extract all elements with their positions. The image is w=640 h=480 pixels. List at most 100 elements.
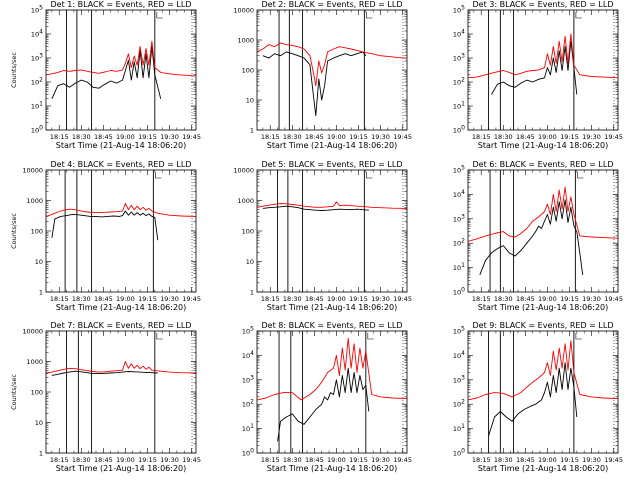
x-axis-label: Start Time (21-Aug-14 18:06:20) [56, 141, 187, 150]
x-tick-label: 18:15 [50, 456, 69, 464]
y-tick-label: 1000 [237, 197, 254, 205]
x-tick-label: 18:15 [50, 133, 69, 141]
x-tick-label: 19:45 [604, 133, 623, 141]
x-tick-label: 18:30 [283, 295, 302, 303]
panel-2: Det 2: BLACK = Events, RED = LLD 1 10 100 10… [233, 0, 412, 150]
series-events-line [488, 362, 578, 437]
series-lld-line [256, 201, 408, 209]
series-events-line [277, 367, 370, 442]
y-tick-label: 10000 [22, 328, 43, 336]
panel-1: Det 1: BLACK = Events, RED = LLD 100 101 10… [10, 0, 201, 150]
x-tick-label: 19:00 [116, 133, 135, 141]
y-tick-label: 105 [31, 5, 43, 15]
x-tick-label: 18:30 [494, 133, 513, 141]
y-tick-label: 100 [453, 448, 465, 458]
y-tick-label: 100 [31, 228, 43, 236]
x-tick-label: 18:30 [494, 295, 513, 303]
series-lld-line [45, 203, 197, 217]
panel-6: Det 6: BLACK = Events, RED = LLD 100 101 10… [453, 160, 623, 312]
x-axis-label: Start Time (21-Aug-14 18:06:20) [478, 303, 609, 312]
bracket-mark [575, 333, 582, 340]
y-tick-label: 103 [31, 53, 43, 63]
y-tick-label: 102 [242, 399, 254, 409]
y-tick-label: 10 [35, 258, 43, 266]
x-tick-label: 18:45 [94, 456, 113, 464]
plot-frame [467, 169, 619, 293]
series-lld-line [45, 361, 197, 374]
x-tick-label: 19:15 [560, 295, 579, 303]
x-tick-label: 18:45 [94, 133, 113, 141]
plot-frame [256, 330, 408, 454]
series-events-line [491, 40, 578, 95]
x-tick-label: 19:45 [393, 295, 412, 303]
x-tick-label: 18:15 [472, 295, 491, 303]
y-tick-label: 101 [242, 423, 254, 433]
x-tick-label: 19:30 [371, 456, 390, 464]
plot-frame [467, 330, 619, 454]
plot-frame [45, 9, 197, 131]
y-tick-label: 1 [250, 127, 254, 135]
panel-title: Det 9: BLACK = Events, RED = LLD [473, 321, 614, 330]
x-tick-label: 19:45 [182, 133, 201, 141]
y-tick-label: 100 [453, 287, 465, 297]
y-tick-label: 100 [31, 125, 43, 135]
y-tick-label: 10 [35, 419, 43, 427]
series-events-line [51, 210, 159, 241]
y-axis-label: Counts/sec [10, 374, 18, 410]
y-tick-label: 100 [453, 125, 465, 135]
x-tick-label: 18:45 [516, 295, 535, 303]
y-tick-label: 1 [250, 289, 254, 297]
x-tick-label: 18:30 [494, 456, 513, 464]
x-tick-label: 19:00 [116, 456, 135, 464]
y-tick-label: 104 [453, 189, 465, 199]
x-tick-label: 19:15 [138, 133, 157, 141]
bracket-mark [366, 12, 373, 19]
x-tick-label: 18:15 [472, 133, 491, 141]
bracket-mark [577, 172, 584, 179]
y-tick-label: 102 [31, 77, 43, 87]
x-tick-label: 18:30 [72, 456, 91, 464]
y-tick-label: 1000 [26, 197, 43, 205]
panel-title: Det 5: BLACK = Events, RED = LLD [262, 160, 403, 169]
panel-title: Det 8: BLACK = Events, RED = LLD [262, 321, 403, 330]
plot-frame [256, 169, 408, 293]
x-axis-label: Start Time (21-Aug-14 18:06:20) [56, 303, 187, 312]
x-tick-label: 19:45 [393, 133, 412, 141]
x-tick-label: 18:15 [261, 133, 280, 141]
y-tick-label: 10000 [22, 167, 43, 175]
panel-4: Det 4: BLACK = Events, RED = LLD 1 10 100 10… [10, 160, 201, 312]
plot-frame [45, 330, 197, 454]
y-tick-label: 104 [453, 29, 465, 39]
y-tick-label: 1 [39, 450, 43, 458]
y-tick-label: 103 [453, 374, 465, 384]
y-tick-label: 1 [39, 289, 43, 297]
x-tick-label: 19:00 [538, 295, 557, 303]
x-tick-label: 18:30 [283, 133, 302, 141]
bracket-mark [366, 172, 373, 179]
x-axis-label: Start Time (21-Aug-14 18:06:20) [478, 141, 609, 150]
plot-frame [256, 9, 408, 131]
x-axis-label: Start Time (21-Aug-14 18:06:20) [267, 464, 398, 473]
x-tick-label: 19:15 [349, 456, 368, 464]
x-tick-label: 19:15 [560, 133, 579, 141]
y-tick-label: 102 [453, 238, 465, 248]
x-tick-label: 19:45 [182, 456, 201, 464]
x-tick-label: 19:30 [371, 295, 390, 303]
x-tick-label: 19:00 [327, 133, 346, 141]
x-tick-label: 18:45 [305, 295, 324, 303]
panel-3: Det 3: BLACK = Events, RED = LLD 100 101 10… [453, 0, 623, 150]
bracket-mark [155, 172, 162, 179]
x-tick-label: 18:45 [516, 133, 535, 141]
bracket-mark [156, 333, 163, 340]
x-tick-label: 19:15 [138, 295, 157, 303]
x-tick-label: 19:45 [182, 295, 201, 303]
x-tick-label: 19:00 [327, 456, 346, 464]
x-tick-label: 18:15 [261, 456, 280, 464]
y-tick-label: 100 [31, 389, 43, 397]
panel-title: Det 2: BLACK = Events, RED = LLD [262, 0, 403, 9]
y-axis-label: Counts/sec [10, 52, 18, 88]
series-lld-line [256, 337, 408, 401]
y-tick-label: 10000 [233, 7, 254, 15]
y-tick-label: 10 [246, 258, 254, 266]
